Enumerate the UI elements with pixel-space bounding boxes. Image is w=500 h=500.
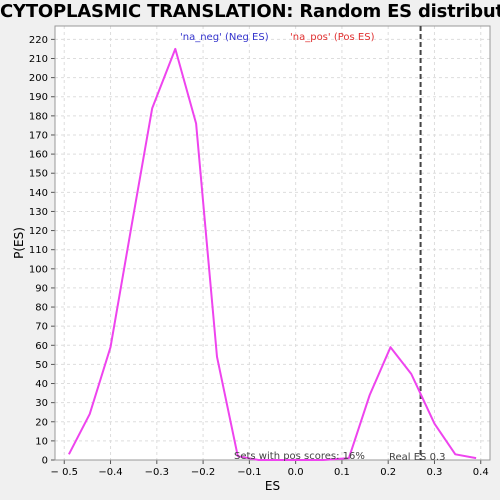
y-tick-label: 0 — [42, 456, 48, 467]
y-tick-label: 140 — [29, 188, 48, 199]
x-tick-label: −0.2 — [191, 467, 215, 478]
y-tick-label: 130 — [29, 207, 48, 218]
y-tick-label: 70 — [35, 322, 48, 333]
legend: 'na_neg' (Neg ES) 'na_pos' (Pos ES) — [180, 32, 375, 43]
legend-entry-neg: 'na_neg' (Neg ES) — [180, 32, 269, 43]
y-tick-label: 80 — [35, 303, 48, 314]
y-tick-label: 180 — [29, 111, 48, 122]
y-tick-label: 200 — [29, 73, 48, 84]
legend-entry-pos: 'na_pos' (Pos ES) — [290, 32, 375, 43]
x-tick-label: 0.3 — [427, 467, 443, 478]
y-tick-label: 50 — [35, 360, 48, 371]
y-tick-label: 90 — [35, 283, 48, 294]
series-line — [68, 47, 477, 461]
y-tick-label: 210 — [29, 54, 48, 65]
y-tick-label: 100 — [29, 264, 48, 275]
x-axis-label: ES — [265, 479, 280, 493]
annotation-pos-scores: Sets with pos scores: 16% — [234, 451, 365, 462]
y-tick-label: 30 — [35, 398, 48, 409]
y-tick-label: 220 — [29, 35, 48, 46]
y-tick-label: 60 — [35, 341, 48, 352]
y-tick-label: 20 — [35, 417, 48, 428]
y-axis-label: P(ES) — [12, 227, 26, 259]
y-tick-label: 190 — [29, 92, 48, 103]
x-tick-label: −0.3 — [145, 467, 169, 478]
grid-layer — [55, 26, 490, 461]
plot-area — [55, 26, 490, 460]
x-tick-label: −0.4 — [98, 467, 122, 478]
y-tick-label: 10 — [35, 436, 48, 447]
x-tick-label: 0.1 — [334, 467, 350, 478]
x-tick-label: 0.4 — [473, 467, 489, 478]
y-tick-label: 170 — [29, 130, 48, 141]
x-tick-label: 0.0 — [288, 467, 304, 478]
chart-title: CYTOPLASMIC TRANSLATION: Random ES distr… — [0, 1, 500, 22]
y-tick-label: 150 — [29, 169, 48, 180]
x-tick-label: −0.1 — [237, 467, 261, 478]
y-tick-label: 120 — [29, 226, 48, 237]
series-layer — [68, 47, 477, 461]
annotation-real-es: Real ES 0.3 — [389, 452, 445, 463]
y-tick-label: 40 — [35, 379, 48, 390]
y-tick-label: 110 — [29, 245, 48, 256]
y-tick-label: 160 — [29, 150, 48, 161]
x-tick-label: − 0.5 — [51, 467, 78, 478]
axis-layer: 0 10 20 30 40 50 60 70 80 90 100 110 120 130 140 150 160… — [29, 25, 491, 478]
x-tick-label: 0.2 — [380, 467, 396, 478]
